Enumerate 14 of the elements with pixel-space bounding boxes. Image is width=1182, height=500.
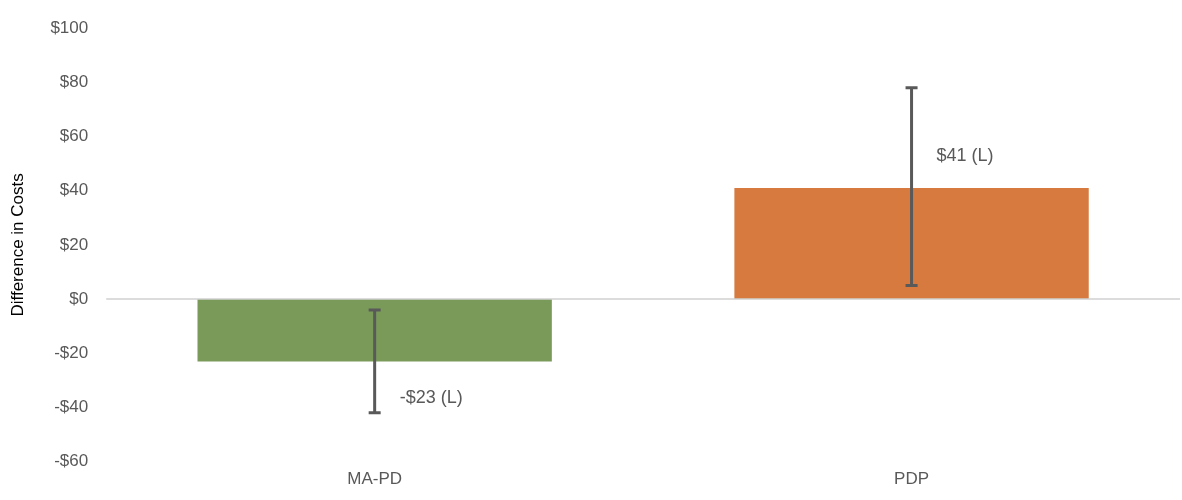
y-tick-label: $80 [59, 72, 89, 92]
y-tick-label: -$60 [54, 451, 89, 471]
data-label: -$23 (L) [399, 387, 463, 408]
y-tick-label: -$20 [54, 342, 89, 362]
y-tick-label: $40 [59, 180, 89, 200]
y-tick-label: $100 [50, 17, 89, 37]
y-tick-label: $0 [69, 288, 89, 308]
x-tick-label: PDP [894, 469, 930, 489]
y-tick-label: -$40 [54, 397, 89, 417]
y-tick-label: $60 [59, 126, 89, 146]
y-tick-label: $20 [59, 234, 89, 254]
y-axis-title: Difference in Costs [7, 173, 27, 317]
x-tick-label: MA-PD [347, 469, 403, 489]
data-label: $41 (L) [936, 144, 994, 165]
